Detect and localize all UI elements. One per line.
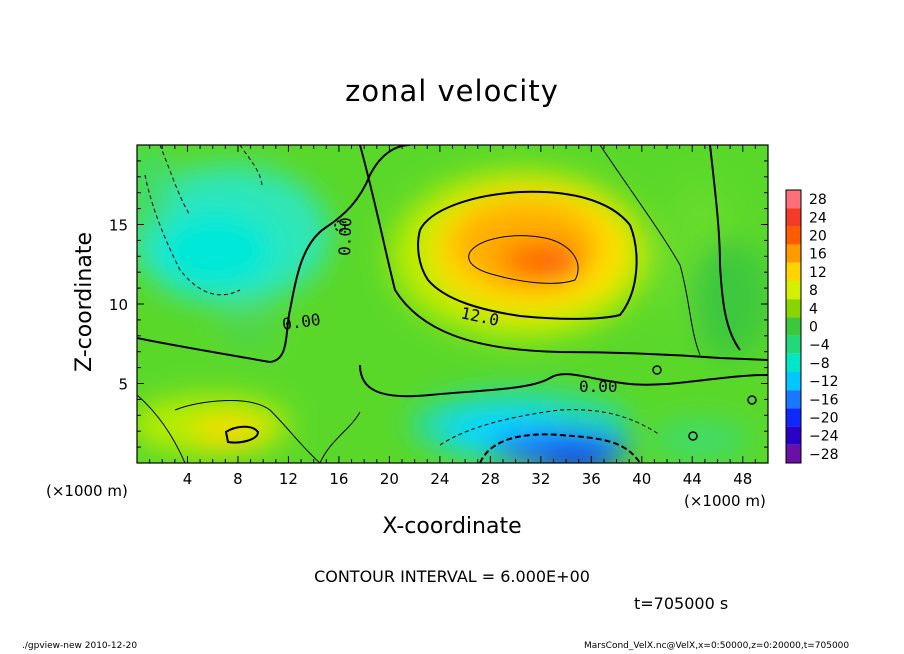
chart-title: zonal velocity: [345, 74, 559, 108]
x-tick-label: 48: [733, 470, 752, 488]
colorbar-label: 8: [809, 283, 818, 299]
colorbar-label: 12: [809, 265, 827, 281]
colorbar-swatch: [786, 208, 801, 227]
colorbar-label: −20: [809, 411, 839, 427]
colorbar-label: 28: [809, 192, 827, 208]
colorbar-swatch: [786, 281, 801, 300]
x-axis: 4 8 12 16 20 24 28 32 36 40 44 48: [149, 145, 756, 488]
colorbar-swatch: [786, 372, 801, 391]
x-tick-label: 32: [531, 470, 550, 488]
x-tick-label: 28: [481, 470, 500, 488]
footer-right: MarsCond_VelX.nc@VelX,x=0:50000,z=0:2000…: [584, 641, 850, 651]
heatmap-field: 12.0 0.00 0.00 0.00: [137, 145, 768, 463]
colorbar-swatch: [786, 335, 801, 354]
x-axis-label: X-coordinate: [382, 514, 522, 539]
colorbar-swatch: [786, 244, 801, 263]
colorbar-swatch: [786, 299, 801, 318]
colorbar: 28 24 20 16 12 8 4 0 −4 −8 −12 −16 −20 −24 −28: [785, 189, 839, 464]
colorbar-label: 0: [809, 320, 818, 336]
colorbar-swatch: [786, 262, 801, 281]
x-tick-label: 16: [329, 470, 348, 488]
colorbar-swatch: [786, 444, 801, 463]
x-tick-label: 24: [430, 470, 449, 488]
x-unit-right: (×1000 m): [684, 492, 766, 510]
colorbar-swatch: [786, 226, 801, 245]
footer-left: ./gpview-new 2010-12-20: [22, 641, 138, 651]
colorbar-label: 24: [809, 210, 827, 226]
x-tick-label: 36: [582, 470, 601, 488]
colorbar-swatch: [786, 426, 801, 445]
colorbar-label: 4: [809, 301, 818, 317]
contour-label: 0.00: [335, 217, 355, 256]
y-tick-label: 10: [109, 296, 128, 314]
colorbar-frame: [785, 189, 802, 464]
colorbar-label: −28: [809, 447, 839, 463]
y-tick-label: 15: [109, 217, 128, 235]
x-tick-label: 20: [380, 470, 399, 488]
contour-interval-text: CONTOUR INTERVAL = 6.000E+00: [314, 567, 590, 586]
colorbar-swatch: [786, 353, 801, 372]
y-axis: 5 10 15: [109, 160, 768, 448]
colorbar-label: −8: [809, 356, 830, 372]
colorbar-swatch: [786, 190, 801, 209]
colorbar-label: −24: [809, 429, 839, 445]
x-unit-left: (×1000 m): [46, 482, 128, 500]
y-tick-label: 5: [118, 376, 128, 394]
colorbar-swatch: [786, 390, 801, 409]
colorbar-label: 20: [809, 229, 827, 245]
colorbar-label: −4: [809, 338, 830, 354]
colorbar-label: 16: [809, 247, 827, 263]
x-tick-label: 44: [683, 470, 702, 488]
y-axis-label: Z-coordinate: [72, 232, 97, 372]
time-text: t=705000 s: [634, 594, 729, 613]
x-tick-label: 8: [233, 470, 243, 488]
colorbar-swatch: [786, 317, 801, 336]
x-tick-label: 4: [183, 470, 193, 488]
colorbar-label: −16: [809, 392, 839, 408]
x-tick-label: 40: [632, 470, 651, 488]
contour-label: 0.00: [579, 377, 618, 396]
colorbar-label: −12: [809, 374, 839, 390]
contours: [137, 145, 768, 463]
x-tick-label: 12: [279, 470, 298, 488]
colorbar-swatch: [786, 408, 801, 427]
